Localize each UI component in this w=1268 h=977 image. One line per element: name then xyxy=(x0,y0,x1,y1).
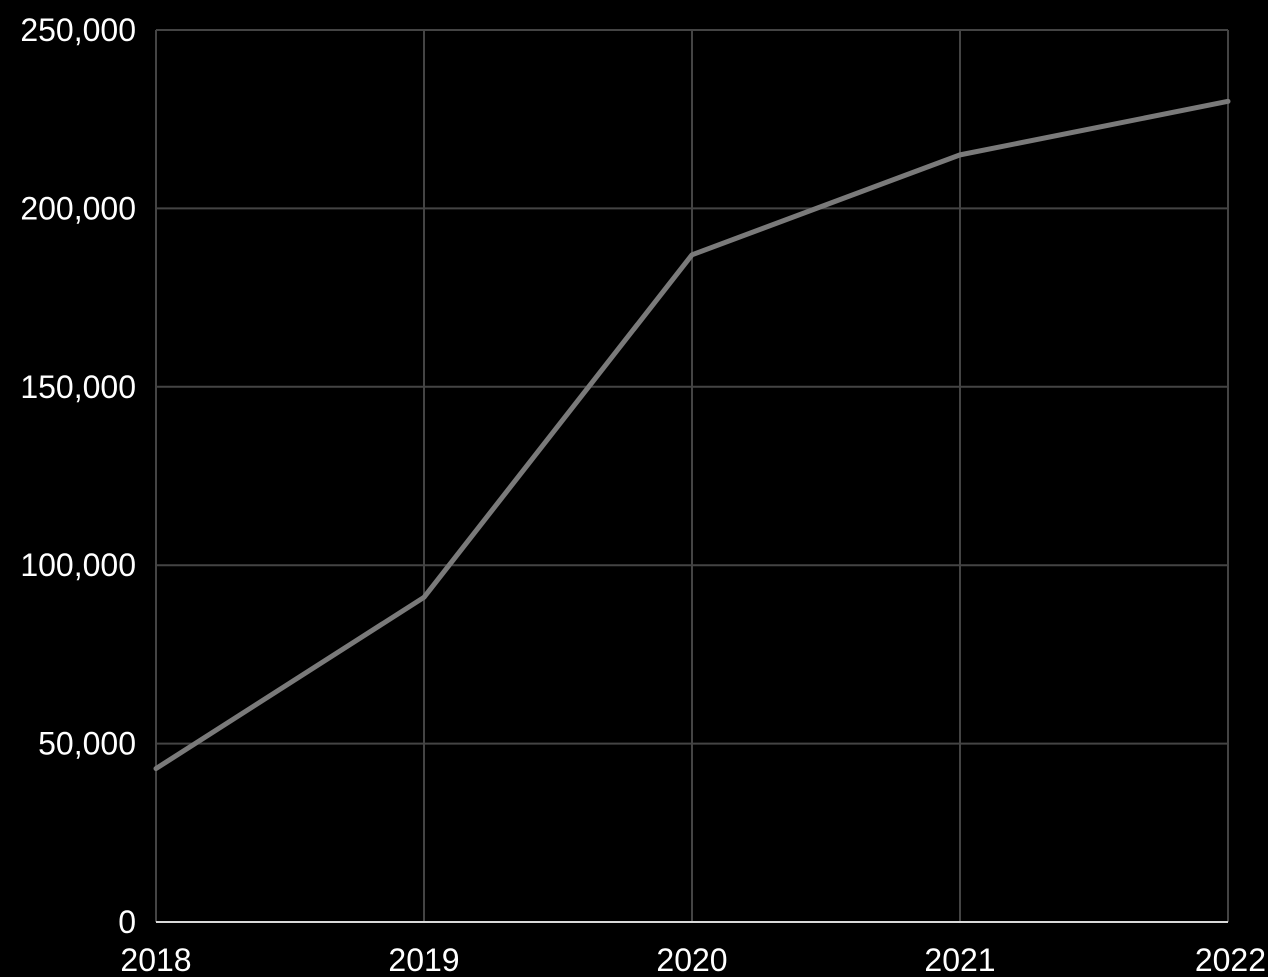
grid-layer xyxy=(155,29,1229,922)
y-tick-label: 0 xyxy=(118,904,136,940)
x-tick-label: 2019 xyxy=(388,942,459,977)
y-tick-label: 100,000 xyxy=(20,547,136,583)
series-layer xyxy=(153,98,1231,772)
y-tick-label: 50,000 xyxy=(38,726,136,762)
y-tick-label: 150,000 xyxy=(20,369,136,405)
y-tick-label: 200,000 xyxy=(20,190,136,226)
x-tick-label: 2020 xyxy=(656,942,727,977)
tick-labels: 0 50,000 100,000 150,000 200,000 250,000 2018 2… xyxy=(20,12,1266,977)
y-tick-label: 250,000 xyxy=(20,12,136,48)
x-tick-label: 2021 xyxy=(924,942,995,977)
x-tick-label: 2022 xyxy=(1195,942,1266,977)
x-tick-label: 2018 xyxy=(120,942,191,977)
